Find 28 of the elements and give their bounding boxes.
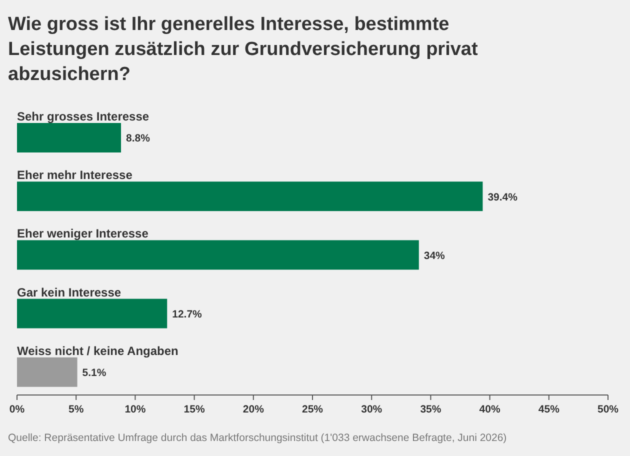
x-tick-label: 15% [184,403,206,416]
chart-title: Wie gross ist Ihr generelles Interesse, bestimmte Leistungen zusätzlich zur Grundversicherung privat abzusichern? [8,14,478,85]
data-label: 12.7% [172,308,203,321]
bar [17,182,483,212]
bar [17,123,122,152]
x-tick-label: 50% [597,403,620,416]
bar [17,298,168,328]
x-tick-label: 0% [9,403,26,416]
bar [17,357,78,387]
x-tick-label: 40% [479,403,501,416]
x-tick-label: 30% [361,403,383,416]
source-note: Quelle: Repräsentative Umfrage durch das Marktforschungsinstitut (1'033 erwachsene Befragte, Juni 2026) [8,432,507,444]
y-tick-label: Gar kein Interesse [17,285,122,300]
bar [17,240,419,270]
x-tick-label: 20% [242,403,265,416]
x-tick-label: 5% [68,403,84,416]
y-tick-label: Eher mehr Interesse [17,168,133,182]
data-label: 39.4% [488,191,518,204]
x-tick-label: 25% [302,403,324,416]
data-label: 34% [424,250,446,262]
x-tick-label: 10% [124,403,146,416]
data-label: 5.1% [82,367,107,380]
data-label: 8.8% [126,132,151,145]
y-tick-label: Sehr grosses Interesse [17,110,150,124]
y-tick-label: Weiss nicht / keine Angaben [17,344,178,358]
x-tick-label: 45% [538,403,560,416]
x-tick-label: 35% [420,403,442,416]
y-tick-label: Eher weniger Interesse [17,226,149,241]
